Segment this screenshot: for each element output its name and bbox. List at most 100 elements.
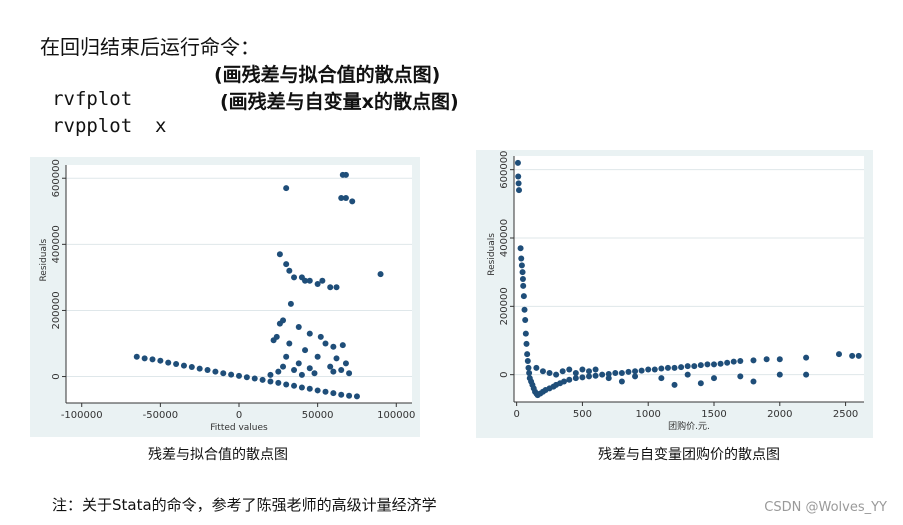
scatter-point: [330, 343, 337, 350]
scatter-chart-price: 0 200000 400000 600000 0 500 1000 1500 2000 2500 团…: [487, 151, 864, 432]
scatter-point: [803, 371, 810, 378]
scatter-point: [520, 282, 527, 289]
scatter-point: [586, 373, 592, 380]
scatter-point: [259, 376, 266, 383]
scatter-point: [286, 267, 293, 274]
scatter-point: [302, 347, 309, 354]
y-tick-label: 200000: [51, 291, 62, 329]
command-code: rvpplot x: [52, 115, 167, 137]
scatter-point: [717, 360, 724, 367]
command-code: rvfplot: [52, 88, 133, 110]
y-axis-title: Residuals: [487, 233, 497, 276]
scatter-point: [149, 356, 156, 363]
scatter-point: [524, 358, 531, 364]
scatter-point: [188, 363, 195, 370]
scatter-point: [836, 351, 842, 358]
command-description: (画残差与自变量x的散点图): [220, 91, 459, 113]
scatter-point: [658, 375, 665, 382]
scatter-point: [730, 358, 737, 365]
y-tick-label: 0: [499, 371, 510, 377]
scatter-point: [283, 353, 290, 360]
scatter-point: [353, 393, 360, 400]
scatter-point: [638, 367, 645, 374]
scatter-point: [737, 358, 744, 364]
scatter-point: [220, 370, 227, 377]
scatter-point: [286, 340, 293, 347]
scatter-point: [338, 366, 345, 373]
scatter-point: [306, 330, 313, 337]
scatter-point: [338, 391, 345, 398]
scatter-point: [287, 300, 294, 307]
scatter-point: [338, 195, 345, 202]
scatter-point: [518, 255, 525, 262]
scatter-point: [632, 373, 639, 380]
scatter-point: [586, 368, 592, 375]
scatter-point: [342, 360, 349, 367]
x-tick-label: 100000: [377, 410, 415, 421]
scatter-point: [803, 354, 810, 361]
scatter-point: [691, 363, 698, 370]
y-tick-label: 400000: [499, 219, 510, 257]
scatter-point: [273, 333, 280, 340]
chart-panel-price: 0 200000 400000 600000 0 500 1000 1500 2000 2500 团…: [476, 150, 873, 438]
scatter-point: [522, 317, 529, 323]
scatter-point: [314, 281, 321, 287]
scatter-point: [592, 366, 599, 373]
scatter-point: [697, 380, 704, 387]
scatter-point: [251, 375, 258, 382]
scatter-point: [539, 368, 546, 375]
scatter-point: [228, 371, 235, 378]
scatter-point: [275, 368, 282, 375]
scatter-point: [306, 277, 313, 284]
x-tick-label: 0: [236, 410, 242, 421]
scatter-point: [724, 359, 731, 366]
scatter-point: [776, 356, 783, 363]
scatter-point: [711, 375, 717, 382]
scatter-point: [311, 370, 318, 377]
x-tick-label: 2500: [833, 409, 858, 420]
scatter-point: [346, 392, 353, 399]
scatter-point: [306, 365, 313, 372]
scatter-point: [566, 376, 573, 383]
scatter-point: [165, 359, 172, 366]
scatter-point: [196, 365, 203, 372]
scatter-point: [267, 371, 274, 378]
scatter-point: [605, 375, 612, 382]
scatter-point: [750, 378, 757, 385]
y-tick-label: 600000: [499, 151, 510, 189]
scatter-point: [346, 370, 353, 377]
scatter-point: [515, 180, 522, 187]
scatter-point: [298, 384, 305, 391]
y-tick-label: 0: [51, 373, 62, 379]
scatter-point: [559, 368, 566, 375]
scatter-point: [651, 366, 658, 373]
scatter-point: [295, 323, 302, 330]
scatter-point: [133, 353, 140, 360]
scatter-point: [330, 368, 337, 375]
scatter-point: [645, 366, 652, 373]
scatter-point: [298, 371, 305, 378]
scatter-point: [322, 340, 329, 347]
scatter-point: [283, 261, 290, 268]
scatter-point: [524, 351, 531, 358]
scatter-point: [333, 284, 340, 291]
chart-caption-fitted: 残差与拟合值的散点图: [148, 447, 288, 463]
scatter-point: [605, 370, 612, 377]
scatter-point: [212, 368, 219, 375]
scatter-point: [763, 356, 770, 363]
scatter-point: [283, 381, 290, 388]
x-axis-title: 团购价.元.: [668, 420, 710, 432]
scatter-point: [342, 171, 349, 178]
scatter-point: [322, 388, 329, 395]
scatter-point: [291, 382, 298, 389]
plot-area: [514, 156, 864, 402]
scatter-point: [515, 173, 522, 180]
scatter-point: [180, 362, 187, 369]
scatter-point: [141, 355, 148, 362]
scatter-point: [514, 159, 521, 166]
x-tick-label: 50000: [302, 410, 334, 421]
scatter-point: [319, 277, 326, 284]
scatter-point: [291, 274, 298, 281]
x-tick-label: -50000: [143, 410, 178, 421]
scatter-point: [519, 276, 526, 282]
